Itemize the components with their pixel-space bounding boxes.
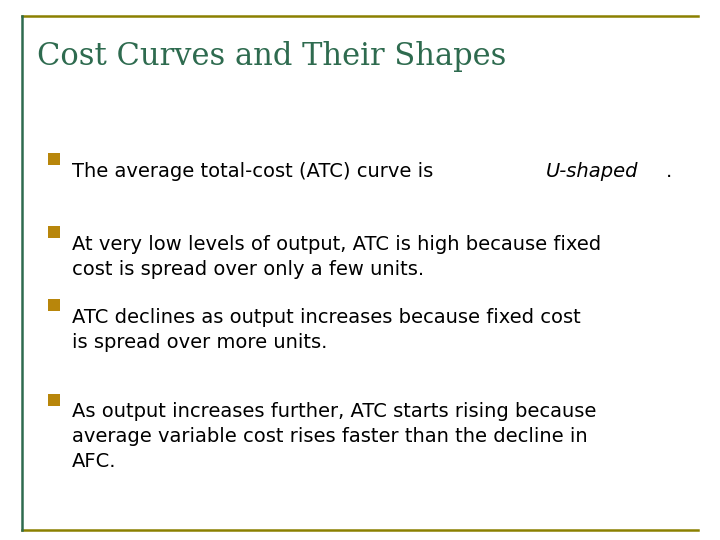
Text: ATC declines as output increases because fixed cost
is spread over more units.: ATC declines as output increases because… xyxy=(72,308,581,352)
Text: .: . xyxy=(665,162,672,181)
Text: At very low levels of output, ATC is high because fixed
cost is spread over only: At very low levels of output, ATC is hig… xyxy=(72,235,601,279)
Text: As output increases further, ATC starts rising because
average variable cost ris: As output increases further, ATC starts … xyxy=(72,402,596,471)
Text: The average total-cost (ATC) curve is: The average total-cost (ATC) curve is xyxy=(72,162,439,181)
Text: U-shaped: U-shaped xyxy=(546,162,639,181)
Text: Cost Curves and Their Shapes: Cost Curves and Their Shapes xyxy=(37,41,507,72)
